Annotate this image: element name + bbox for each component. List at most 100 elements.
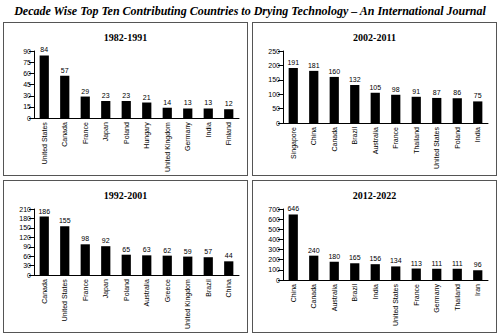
svg-text:700: 700: [268, 206, 280, 213]
svg-text:India: India: [205, 122, 212, 137]
svg-text:87: 87: [433, 89, 441, 96]
svg-text:Hungary: Hungary: [143, 122, 151, 149]
svg-text:15: 15: [23, 103, 31, 110]
svg-text:France: France: [82, 122, 89, 144]
svg-text:Iran: Iran: [474, 284, 481, 296]
svg-text:30: 30: [23, 92, 31, 99]
svg-text:191: 191: [287, 59, 299, 66]
svg-text:63: 63: [143, 246, 151, 253]
svg-text:120: 120: [19, 234, 31, 241]
svg-text:United Kingdom: United Kingdom: [164, 122, 172, 172]
svg-text:Australia: Australia: [331, 284, 338, 311]
svg-text:250: 250: [268, 48, 280, 55]
svg-text:134: 134: [390, 257, 402, 264]
svg-text:400: 400: [268, 236, 280, 243]
svg-text:Australia: Australia: [372, 127, 379, 154]
svg-text:57: 57: [204, 248, 212, 255]
svg-text:60: 60: [23, 253, 31, 260]
svg-text:23: 23: [102, 92, 110, 99]
svg-text:France: France: [82, 279, 89, 301]
svg-text:14: 14: [163, 99, 171, 106]
svg-text:75: 75: [23, 59, 31, 66]
svg-text:Singapore: Singapore: [290, 127, 298, 159]
svg-text:165: 165: [349, 254, 361, 261]
svg-text:100: 100: [268, 91, 280, 98]
svg-text:China: China: [290, 284, 297, 302]
svg-text:21: 21: [143, 94, 151, 101]
svg-text:44: 44: [225, 252, 233, 259]
svg-text:92: 92: [102, 237, 110, 244]
svg-text:240: 240: [308, 247, 320, 254]
svg-text:13: 13: [184, 99, 192, 106]
svg-text:96: 96: [474, 261, 482, 268]
svg-text:62: 62: [163, 247, 171, 254]
svg-text:160: 160: [328, 68, 340, 75]
svg-text:Poland: Poland: [123, 122, 130, 144]
svg-text:India: India: [474, 127, 481, 142]
svg-text:Canada: Canada: [310, 284, 317, 309]
svg-text:France: France: [413, 284, 420, 306]
svg-text:29: 29: [81, 88, 89, 95]
svg-text:United States: United States: [61, 279, 68, 322]
svg-text:646: 646: [287, 205, 299, 212]
svg-text:Canada: Canada: [331, 127, 338, 152]
svg-text:United States: United States: [41, 122, 48, 165]
svg-text:China: China: [225, 279, 232, 297]
svg-text:30: 30: [23, 262, 31, 269]
svg-text:Canada: Canada: [41, 279, 48, 304]
svg-text:Poland: Poland: [454, 127, 461, 149]
svg-text:50: 50: [272, 105, 280, 112]
svg-text:India: India: [372, 284, 379, 299]
svg-text:Brazil: Brazil: [351, 127, 358, 145]
svg-text:United States: United States: [392, 284, 399, 327]
svg-text:156: 156: [369, 255, 381, 262]
svg-text:0: 0: [27, 272, 31, 279]
svg-text:84: 84: [40, 46, 48, 53]
svg-text:300: 300: [268, 246, 280, 253]
svg-text:59: 59: [184, 248, 192, 255]
svg-text:China: China: [310, 127, 317, 145]
svg-text:91: 91: [412, 88, 420, 95]
svg-text:Germany: Germany: [433, 284, 441, 313]
svg-text:United Kingdom: United Kingdom: [184, 279, 192, 329]
svg-text:0: 0: [276, 277, 280, 284]
svg-text:98: 98: [392, 86, 400, 93]
svg-text:Finland: Finland: [225, 122, 232, 145]
svg-text:155: 155: [59, 217, 71, 224]
svg-text:Germany: Germany: [184, 122, 192, 151]
svg-text:180: 180: [19, 215, 31, 222]
svg-text:65: 65: [122, 246, 130, 253]
svg-text:105: 105: [369, 84, 381, 91]
svg-text:75: 75: [474, 92, 482, 99]
svg-text:181: 181: [308, 62, 320, 69]
svg-text:90: 90: [23, 48, 31, 55]
svg-text:Thailand: Thailand: [413, 127, 420, 154]
svg-text:180: 180: [328, 253, 340, 260]
svg-text:111: 111: [431, 260, 442, 267]
svg-text:86: 86: [453, 89, 461, 96]
svg-text:150: 150: [268, 76, 280, 83]
svg-text:2002-2011: 2002-2011: [353, 32, 396, 43]
svg-text:13: 13: [204, 99, 212, 106]
svg-text:186: 186: [38, 208, 50, 215]
svg-text:100: 100: [268, 266, 280, 273]
svg-text:23: 23: [122, 92, 130, 99]
svg-text:United States: United States: [433, 127, 440, 170]
svg-text:1982-1991: 1982-1991: [104, 32, 147, 43]
svg-text:Australia: Australia: [143, 279, 150, 306]
svg-text:132: 132: [349, 76, 361, 83]
svg-text:Poland: Poland: [123, 279, 130, 301]
svg-text:150: 150: [19, 224, 31, 231]
svg-text:2012-2022: 2012-2022: [353, 190, 396, 201]
svg-text:200: 200: [268, 62, 280, 69]
svg-text:Canada: Canada: [61, 122, 68, 147]
svg-text:600: 600: [268, 216, 280, 223]
svg-text:1992-2001: 1992-2001: [104, 190, 147, 201]
svg-text:98: 98: [81, 235, 89, 242]
svg-text:90: 90: [23, 243, 31, 250]
svg-text:France: France: [392, 127, 399, 149]
svg-text:0: 0: [27, 115, 31, 122]
svg-text:Japan: Japan: [102, 122, 110, 141]
svg-text:Japan: Japan: [102, 279, 110, 298]
svg-text:Brazil: Brazil: [205, 279, 212, 297]
